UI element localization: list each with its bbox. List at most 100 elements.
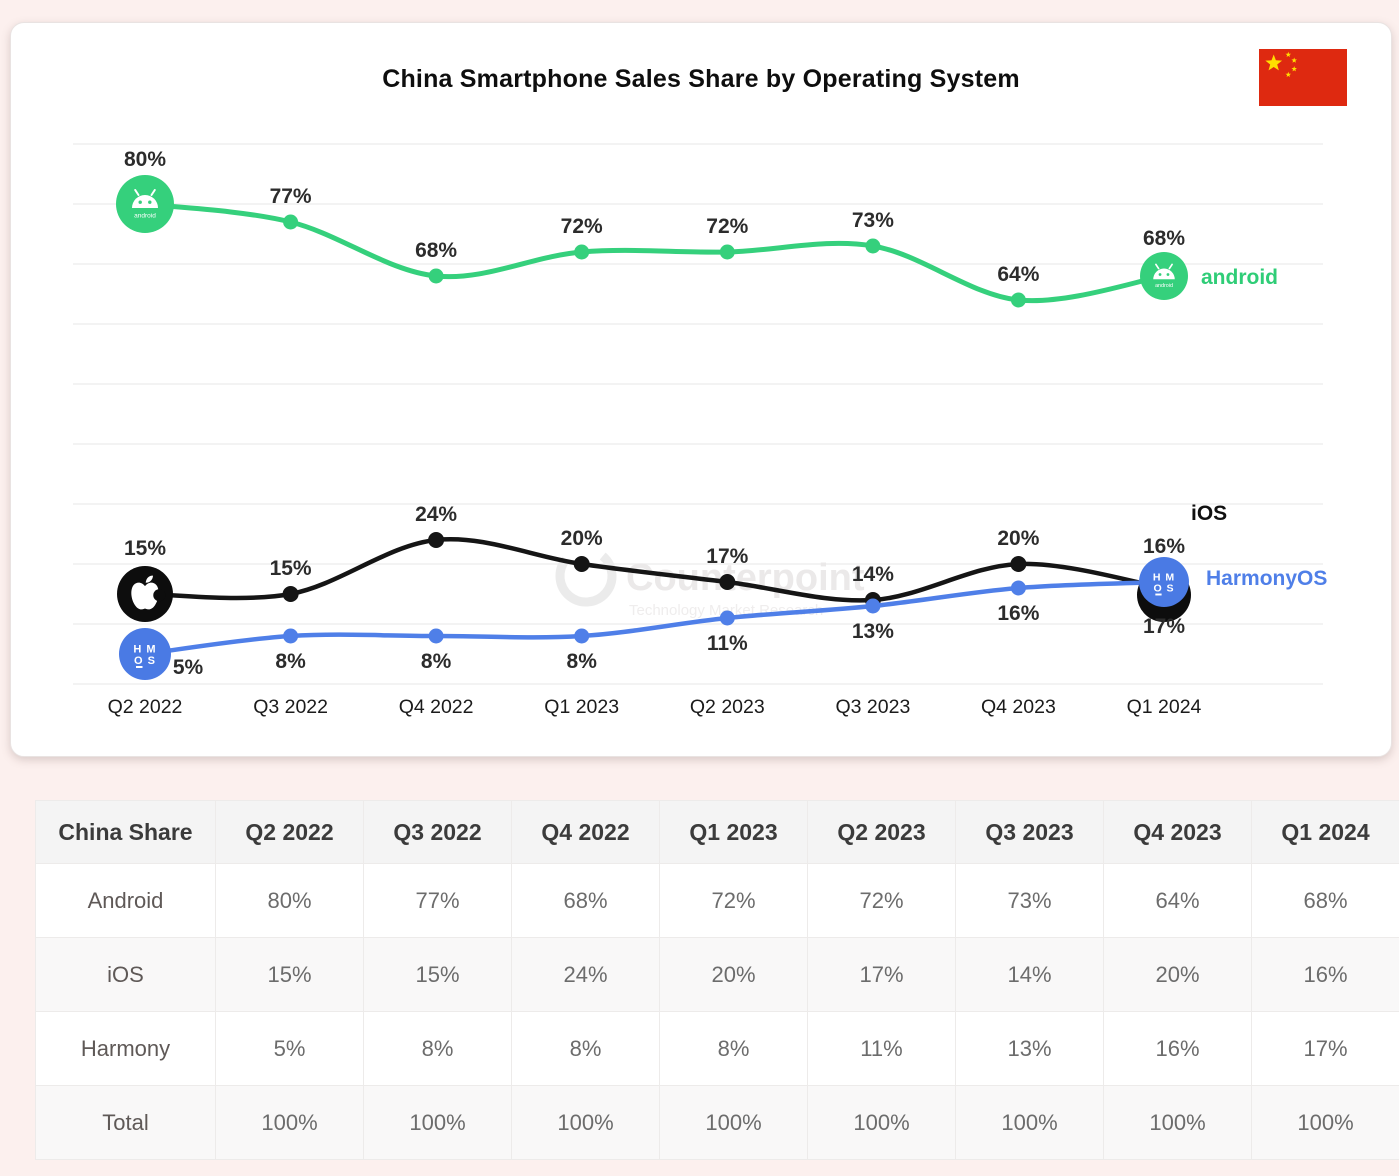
gridlines (73, 143, 1323, 685)
column-header: Q4 2023 (1103, 800, 1252, 864)
table-cell: 72% (659, 863, 808, 938)
data-point (428, 628, 444, 644)
chart-title: China Smartphone Sales Share by Operatin… (382, 65, 1020, 93)
column-header: Q1 2023 (659, 800, 808, 864)
value-label: 72% (561, 215, 603, 238)
data-point (283, 628, 299, 644)
value-label: 13% (852, 620, 894, 643)
table-cell: 100% (807, 1085, 956, 1160)
table-cell: 80% (215, 863, 364, 938)
data-point (574, 628, 590, 644)
data-point (865, 598, 881, 614)
value-label: 64% (997, 263, 1039, 286)
svg-text:O S: O S (134, 655, 156, 667)
watermark-line1: Counterpoint (626, 557, 865, 599)
china-flag-icon (1259, 49, 1347, 106)
data-point (719, 574, 736, 590)
value-label: 11% (707, 632, 748, 655)
value-label: 24% (415, 503, 457, 526)
series-end-label-ios: iOS (1191, 502, 1227, 525)
value-label: 20% (997, 527, 1039, 550)
x-axis-label: Q2 2023 (690, 696, 765, 718)
table-cell: 100% (659, 1085, 808, 1160)
value-label: 8% (567, 650, 598, 673)
value-label: 15% (270, 557, 312, 580)
data-point (865, 238, 881, 254)
data-point (282, 586, 299, 602)
data-point (719, 610, 735, 626)
x-axis-label: Q3 2022 (253, 696, 328, 718)
value-label: 68% (1143, 227, 1185, 250)
share-table: China Share Q2 2022 Q3 2022 Q4 2022 Q1 2023 Q… (35, 800, 1399, 1160)
svg-text:android: android (1155, 283, 1173, 289)
x-axis-label: Q4 2023 (981, 696, 1056, 718)
table-cell: 16% (1251, 937, 1399, 1012)
column-header: Q3 2023 (955, 800, 1104, 864)
series-line (142, 201, 1167, 304)
table-cell: 100% (363, 1085, 512, 1160)
table-row: Android 80% 77% 68% 72% 72% 73% 64% 68% (35, 863, 1399, 938)
row-label: iOS (35, 937, 216, 1012)
data-point (573, 556, 590, 572)
table-cell: 77% (363, 863, 512, 938)
value-label: 80% (124, 148, 166, 171)
table-header-row: China Share Q2 2022 Q3 2022 Q4 2022 Q1 2023 Q… (35, 800, 1399, 864)
column-header: Q1 2024 (1251, 800, 1399, 864)
table-cell: 15% (215, 937, 364, 1012)
data-point (283, 214, 299, 230)
x-axis-labels: Q2 2022 Q3 2022 Q4 2022 Q1 2023 Q2 2023 Q3 20… (108, 696, 1202, 718)
series-end-label-harmonyos: HarmonyOS (1206, 567, 1327, 590)
value-label: 16% (997, 602, 1039, 625)
svg-text:O S: O S (1153, 583, 1174, 595)
series-ios (142, 532, 1167, 608)
value-labels-harmonyos: 5% 8% 8% 8% 11% 13% 16% 17% (173, 602, 1186, 679)
x-axis-label: Q3 2023 (835, 696, 910, 718)
table-cell: 17% (807, 937, 956, 1012)
value-labels-android: 80% 77% 68% 72% 72% 73% 64% 68% (124, 148, 1185, 286)
android-icon: android (1140, 252, 1188, 300)
value-label: 73% (852, 209, 894, 232)
table-cell: 8% (511, 1011, 660, 1086)
table-cell: 100% (215, 1085, 364, 1160)
data-point (428, 532, 445, 548)
x-axis-label: Q1 2024 (1127, 696, 1202, 718)
table-cell: 11% (807, 1011, 956, 1086)
table-cell: 72% (807, 863, 956, 938)
column-header: Q4 2022 (511, 800, 660, 864)
svg-text:H M: H M (133, 644, 156, 656)
value-label: 16% (1143, 535, 1185, 558)
row-label: Android (35, 863, 216, 938)
apple-icon (117, 566, 173, 622)
table-cell: 20% (659, 937, 808, 1012)
series-line (142, 579, 1167, 657)
table-cell: 73% (955, 863, 1104, 938)
value-label: 17% (1143, 615, 1185, 638)
value-label: 20% (561, 527, 603, 550)
harmonyos-icon: H MO S (1139, 557, 1189, 607)
data-point (428, 268, 444, 284)
x-axis-label: Q2 2022 (108, 696, 183, 718)
series-end-label-android: android (1201, 266, 1278, 289)
table-cell: 5% (215, 1011, 364, 1086)
svg-text:H M: H M (1153, 572, 1175, 584)
value-label: 8% (421, 650, 452, 673)
value-label: 77% (270, 185, 312, 208)
column-header: Q2 2023 (807, 800, 956, 864)
x-axis-label: Q1 2023 (544, 696, 619, 718)
table-row: Harmony 5% 8% 8% 8% 11% 13% 16% 17% (35, 1011, 1399, 1086)
android-icon: android (116, 175, 174, 233)
chart-card: Counterpoint Technology Market Research an… (10, 22, 1392, 757)
data-point (1010, 292, 1026, 308)
x-axis-label: Q4 2022 (399, 696, 474, 718)
value-label: 14% (852, 563, 894, 586)
table-cell: 15% (363, 937, 512, 1012)
value-label: 68% (415, 239, 457, 262)
data-point (574, 244, 590, 260)
data-point (1010, 556, 1027, 572)
table-cell: 64% (1103, 863, 1252, 938)
table-row: Total 100% 100% 100% 100% 100% 100% 100% 100% (35, 1085, 1399, 1160)
table-cell: 13% (955, 1011, 1104, 1086)
series-android (142, 201, 1167, 308)
table-cell: 14% (955, 937, 1104, 1012)
